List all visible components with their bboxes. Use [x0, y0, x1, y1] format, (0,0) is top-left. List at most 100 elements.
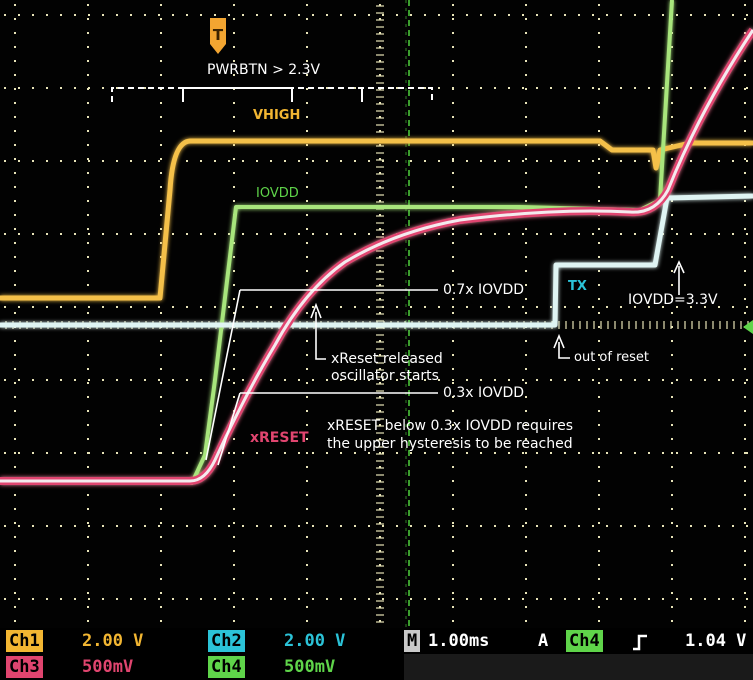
- timebase-chip[interactable]: M: [404, 630, 421, 652]
- ch2-chip[interactable]: Ch2: [208, 630, 245, 652]
- grid-dot: [671, 74, 673, 76]
- grid-dot: [550, 306, 552, 308]
- grid-dot: [452, 508, 454, 510]
- grid-dot: [14, 88, 16, 90]
- grid-dot: [284, 525, 286, 527]
- grid-dot: [634, 525, 636, 527]
- grid-dot: [525, 522, 527, 524]
- grid-dot: [598, 116, 600, 118]
- grid-dot: [466, 87, 468, 89]
- grid-dot: [508, 233, 510, 235]
- grid-dot: [233, 186, 235, 188]
- grid-dot: [18, 14, 20, 16]
- grid-dot: [704, 598, 706, 600]
- grid-dot: [744, 298, 746, 300]
- grid-dot: [732, 452, 734, 454]
- grid-dot: [598, 438, 600, 440]
- grid-dot: [233, 466, 235, 468]
- hysteresis-label-2: the upper hysteresis to be reached: [327, 436, 573, 452]
- grid-dot: [578, 452, 580, 454]
- ch3-chip[interactable]: Ch3: [6, 656, 43, 678]
- grid-dot: [60, 452, 62, 454]
- grid-dot: [233, 32, 235, 34]
- grid-dot: [671, 256, 673, 258]
- ch1-scale: 2.00 V: [82, 631, 144, 651]
- grid-dot: [172, 14, 174, 16]
- grid-dot: [306, 144, 308, 146]
- grid-dot: [564, 379, 566, 381]
- grid-dot: [74, 160, 76, 162]
- grid-dot: [312, 306, 314, 308]
- grid-dot: [160, 508, 162, 510]
- grid-dot: [536, 14, 538, 16]
- grid-dot: [144, 14, 146, 16]
- grid-dot: [598, 592, 600, 594]
- grid-dot: [4, 306, 6, 308]
- grid-dot: [508, 87, 510, 89]
- grid-dot: [18, 306, 20, 308]
- grid-dot: [233, 130, 235, 132]
- grid-dot: [102, 598, 104, 600]
- grid-dot: [354, 452, 356, 454]
- grid-dot: [160, 172, 162, 174]
- grid-dot: [14, 340, 16, 342]
- grid-dot: [116, 14, 118, 16]
- grid-dot: [634, 306, 636, 308]
- grid-dot: [186, 598, 188, 600]
- grid-dot: [648, 379, 650, 381]
- grid-dot: [270, 379, 272, 381]
- grid-dot: [32, 160, 34, 162]
- grid-dot: [466, 379, 468, 381]
- grid-dot: [550, 233, 552, 235]
- grid-dot: [744, 256, 746, 258]
- grid-dot: [14, 284, 16, 286]
- trigger-marker-icon: T: [210, 18, 226, 54]
- grid-dot: [158, 14, 160, 16]
- grid-dot: [233, 172, 235, 174]
- grid-dot: [525, 102, 527, 104]
- grid-dot: [233, 606, 235, 608]
- grid-dot: [550, 452, 552, 454]
- grid-dot: [550, 160, 552, 162]
- grid-dot: [298, 14, 300, 16]
- grid-dot: [158, 379, 160, 381]
- grid-dot: [598, 46, 600, 48]
- grid-dot: [160, 214, 162, 216]
- grid-dot: [438, 452, 440, 454]
- grid-dot: [14, 466, 16, 468]
- grid-dot: [340, 525, 342, 527]
- grid-dot: [200, 525, 202, 527]
- grid-dot: [233, 18, 235, 20]
- grid-dot: [306, 74, 308, 76]
- ch4-chip[interactable]: Ch4: [208, 656, 245, 678]
- grid-dot: [578, 525, 580, 527]
- grid-dot: [87, 606, 89, 608]
- grid-dot: [718, 233, 720, 235]
- grid-dot: [671, 60, 673, 62]
- grid-dot: [298, 160, 300, 162]
- trigger-source[interactable]: Ch4: [566, 630, 603, 652]
- grid-dot: [298, 379, 300, 381]
- grid-dot: [233, 340, 235, 342]
- grid-dot: [379, 74, 381, 76]
- grid-dot: [368, 160, 370, 162]
- grid-dot: [306, 452, 308, 454]
- grid-dot: [525, 144, 527, 146]
- grid-dot: [172, 379, 174, 381]
- grid-dot: [379, 578, 381, 580]
- grid-dot: [242, 525, 244, 527]
- grid-dot: [671, 438, 673, 440]
- grid-dot: [326, 306, 328, 308]
- grid-dot: [379, 298, 381, 300]
- grid-dot: [536, 525, 538, 527]
- grid-dot: [744, 550, 746, 552]
- grid-dot: [746, 525, 748, 527]
- grid-dot: [671, 284, 673, 286]
- grid-dot: [671, 214, 673, 216]
- grid-dot: [379, 172, 381, 174]
- grid-dot: [508, 379, 510, 381]
- grid-dot: [452, 480, 454, 482]
- ch1-chip[interactable]: Ch1: [6, 630, 43, 652]
- grid-dot: [671, 228, 673, 230]
- grid-dot: [306, 172, 308, 174]
